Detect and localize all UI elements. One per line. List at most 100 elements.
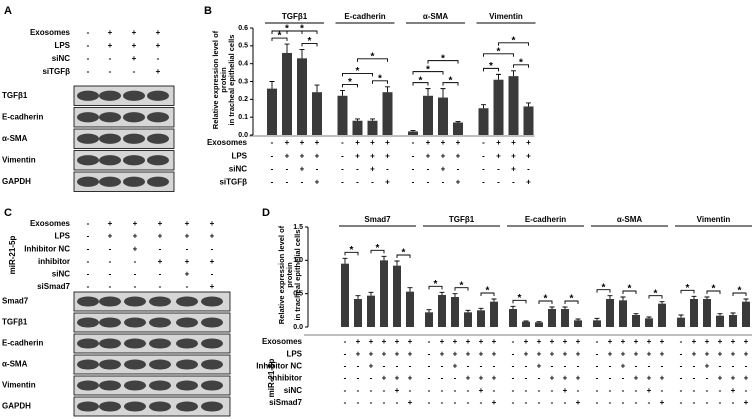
condition-sign: -	[383, 362, 386, 371]
condition-sign: -	[745, 386, 748, 395]
condition-sign: +	[526, 178, 531, 187]
condition-sign: +	[496, 151, 501, 160]
condition-sign: +	[133, 232, 138, 241]
condition-sign: +	[385, 178, 390, 187]
significance-label: *	[489, 61, 493, 72]
bar	[508, 76, 519, 135]
protein-label: E-cadherin	[2, 112, 43, 121]
condition-sign: -	[454, 386, 457, 395]
condition-sign: +	[440, 337, 445, 346]
condition-sign: -	[745, 362, 748, 371]
condition-sign: +	[524, 337, 529, 346]
condition-sign: -	[680, 386, 683, 395]
significance-bracket	[513, 64, 529, 68]
protein-label: TGFβ1	[2, 91, 28, 100]
condition-sign: -	[341, 151, 344, 160]
significance-label: *	[738, 286, 742, 297]
condition-sign: -	[211, 244, 214, 253]
bar	[523, 106, 534, 135]
group-title: TGFβ1	[449, 215, 475, 224]
condition-sign: -	[159, 244, 162, 253]
condition-sign: +	[731, 374, 736, 383]
significance-label: *	[371, 51, 375, 62]
condition-sign: +	[718, 349, 723, 358]
condition-sign: -	[661, 362, 664, 371]
condition-sign: -	[271, 151, 274, 160]
error-bar	[496, 73, 501, 80]
significance-bracket	[483, 67, 499, 72]
condition-sign: -	[133, 67, 136, 76]
blot-band	[99, 90, 121, 101]
condition-sign: +	[133, 244, 138, 253]
condition-sign: +	[524, 349, 529, 358]
condition-sign: +	[496, 138, 501, 147]
condition-sign: +	[315, 151, 320, 160]
condition-sign: -	[493, 362, 496, 371]
condition-sign: -	[480, 398, 483, 407]
condition-sign: -	[512, 349, 515, 358]
condition-sign: -	[693, 362, 696, 371]
condition-sign: +	[634, 337, 639, 346]
y-tick-label: 0.4	[238, 61, 248, 68]
condition-sign: -	[706, 374, 709, 383]
blot-band	[123, 112, 145, 123]
condition-sign: -	[527, 165, 530, 174]
condition-sign: +	[563, 349, 568, 358]
condition-sign: +	[621, 362, 626, 371]
protein-label: Vimentin	[2, 381, 36, 390]
blot-band	[201, 401, 223, 412]
condition-sign: +	[408, 349, 413, 358]
y-tick-label: 0.5	[238, 43, 248, 50]
bar	[367, 295, 375, 327]
significance-bracket	[412, 71, 444, 75]
condition-label: siTGFβ	[219, 178, 247, 187]
bar	[297, 58, 307, 135]
condition-sign: -	[286, 165, 289, 174]
blot-band	[201, 380, 223, 391]
significance-bracket	[344, 251, 359, 256]
bar	[535, 322, 543, 327]
bar	[690, 299, 698, 327]
condition-sign: +	[576, 374, 581, 383]
error-bar	[355, 295, 361, 299]
blot-band	[123, 90, 145, 101]
condition-sign: +	[158, 257, 163, 266]
condition-sign: +	[440, 349, 445, 358]
significance-label: *	[544, 294, 548, 305]
significance-label: *	[285, 24, 289, 35]
condition-sign: -	[344, 337, 347, 346]
condition-sign: +	[441, 138, 446, 147]
condition-sign: +	[108, 28, 113, 37]
condition-sign: +	[537, 337, 542, 346]
condition-sign: -	[428, 374, 431, 383]
blot-band	[147, 155, 169, 166]
condition-sign: +	[731, 349, 736, 358]
y-axis-label: in tracheal epithelial cells	[227, 35, 236, 126]
condition-sign: -	[680, 349, 683, 358]
condition-sign: +	[132, 54, 137, 63]
condition-sign: +	[466, 349, 471, 358]
error-bar	[562, 306, 568, 309]
condition-sign: -	[427, 178, 430, 187]
error-bar	[370, 118, 375, 121]
blot-band	[149, 317, 171, 328]
condition-sign: +	[300, 151, 305, 160]
condition-sign: +	[731, 386, 736, 395]
blot-band	[124, 317, 146, 328]
bar	[574, 320, 582, 327]
condition-sign: -	[661, 386, 664, 395]
condition-sign: +	[355, 151, 360, 160]
condition-sign: -	[383, 386, 386, 395]
condition-sign: -	[109, 67, 112, 76]
y-tick-label: 0.0	[238, 132, 248, 139]
condition-sign: +	[576, 398, 581, 407]
error-bar	[481, 104, 486, 109]
error-bar	[691, 295, 697, 299]
condition-sign: -	[457, 165, 460, 174]
condition-sign: -	[412, 165, 415, 174]
significance-label: *	[402, 248, 406, 259]
bar	[677, 317, 685, 327]
condition-sign: +	[133, 219, 138, 228]
condition-sign: -	[497, 165, 500, 174]
bar	[312, 92, 322, 135]
